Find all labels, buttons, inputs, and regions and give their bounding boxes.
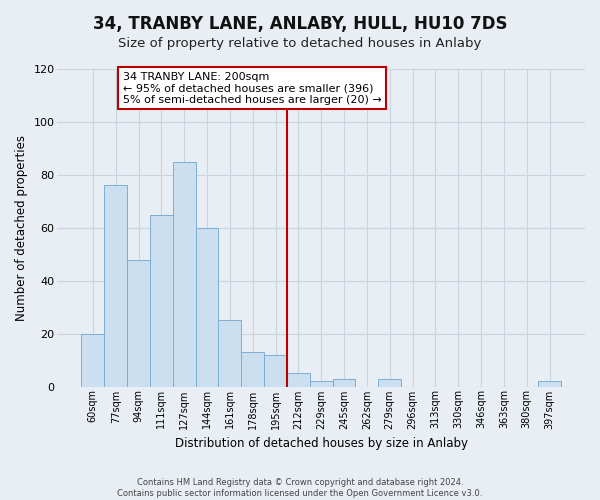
Bar xyxy=(82,334,104,386)
Bar xyxy=(196,228,218,386)
X-axis label: Distribution of detached houses by size in Anlaby: Distribution of detached houses by size … xyxy=(175,437,468,450)
Text: Contains HM Land Registry data © Crown copyright and database right 2024.
Contai: Contains HM Land Registry data © Crown c… xyxy=(118,478,482,498)
Bar xyxy=(218,320,241,386)
Y-axis label: Number of detached properties: Number of detached properties xyxy=(15,135,28,321)
Bar xyxy=(287,374,310,386)
Bar xyxy=(241,352,264,386)
Text: Size of property relative to detached houses in Anlaby: Size of property relative to detached ho… xyxy=(118,38,482,51)
Bar xyxy=(332,378,355,386)
Bar xyxy=(150,214,173,386)
Text: 34 TRANBY LANE: 200sqm
← 95% of detached houses are smaller (396)
5% of semi-det: 34 TRANBY LANE: 200sqm ← 95% of detached… xyxy=(122,72,381,105)
Bar xyxy=(104,186,127,386)
Text: 34, TRANBY LANE, ANLABY, HULL, HU10 7DS: 34, TRANBY LANE, ANLABY, HULL, HU10 7DS xyxy=(93,15,507,33)
Bar xyxy=(379,378,401,386)
Bar xyxy=(127,260,150,386)
Bar xyxy=(310,381,332,386)
Bar xyxy=(264,355,287,386)
Bar xyxy=(538,381,561,386)
Bar xyxy=(173,162,196,386)
